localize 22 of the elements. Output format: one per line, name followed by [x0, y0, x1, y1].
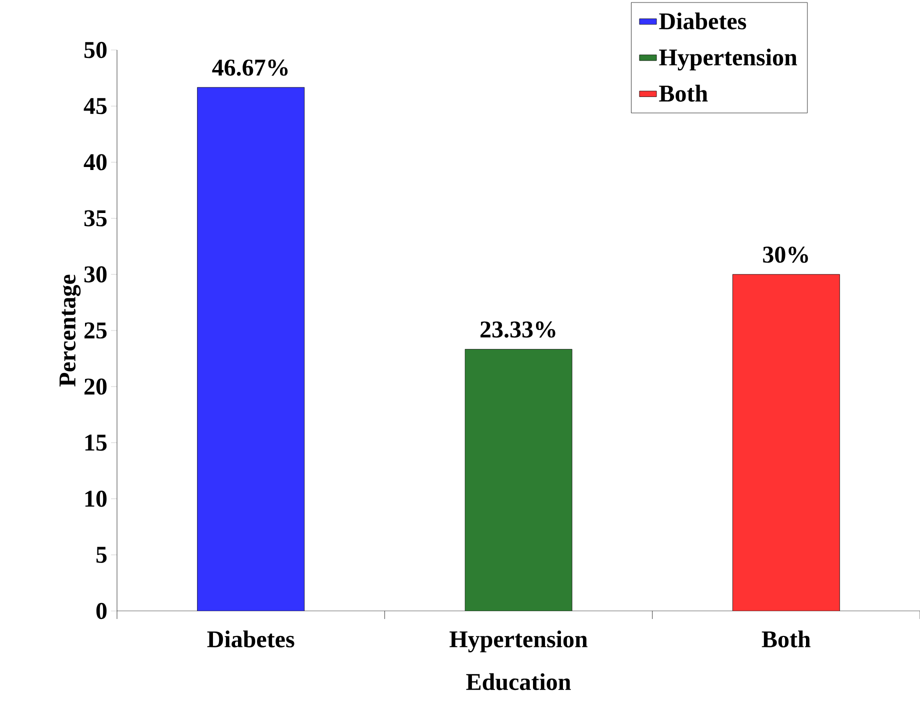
data-label: 46.67%	[212, 60, 288, 76]
y-tick-label: 20	[84, 378, 107, 395]
legend-label: Diabetes	[659, 12, 746, 30]
x-tick-label: Diabetes	[207, 630, 294, 648]
data-label: 23.33%	[480, 321, 556, 338]
y-tick-label: 45	[84, 98, 107, 114]
y-tick-label: 40	[84, 154, 107, 170]
x-tick-label: Both	[762, 630, 810, 648]
legend-label: Both	[659, 84, 708, 102]
x-axis-title: Education	[466, 673, 571, 690]
y-tick-label: 50	[84, 42, 107, 58]
y-tick-label: 5	[96, 546, 107, 563]
y-axis-title: Percentage	[60, 274, 81, 386]
y-tick-label: 30	[84, 266, 107, 282]
y-tick-label: 10	[85, 490, 107, 507]
y-tick-label: 15	[85, 434, 107, 451]
y-tick-label: 0	[96, 602, 107, 620]
legend-label: Hypertension	[659, 48, 798, 70]
data-label: 30%	[763, 246, 808, 263]
y-tick-label: 25	[84, 322, 107, 339]
y-tick-label: 35	[84, 210, 107, 226]
x-tick-label: Hypertension	[450, 630, 588, 652]
